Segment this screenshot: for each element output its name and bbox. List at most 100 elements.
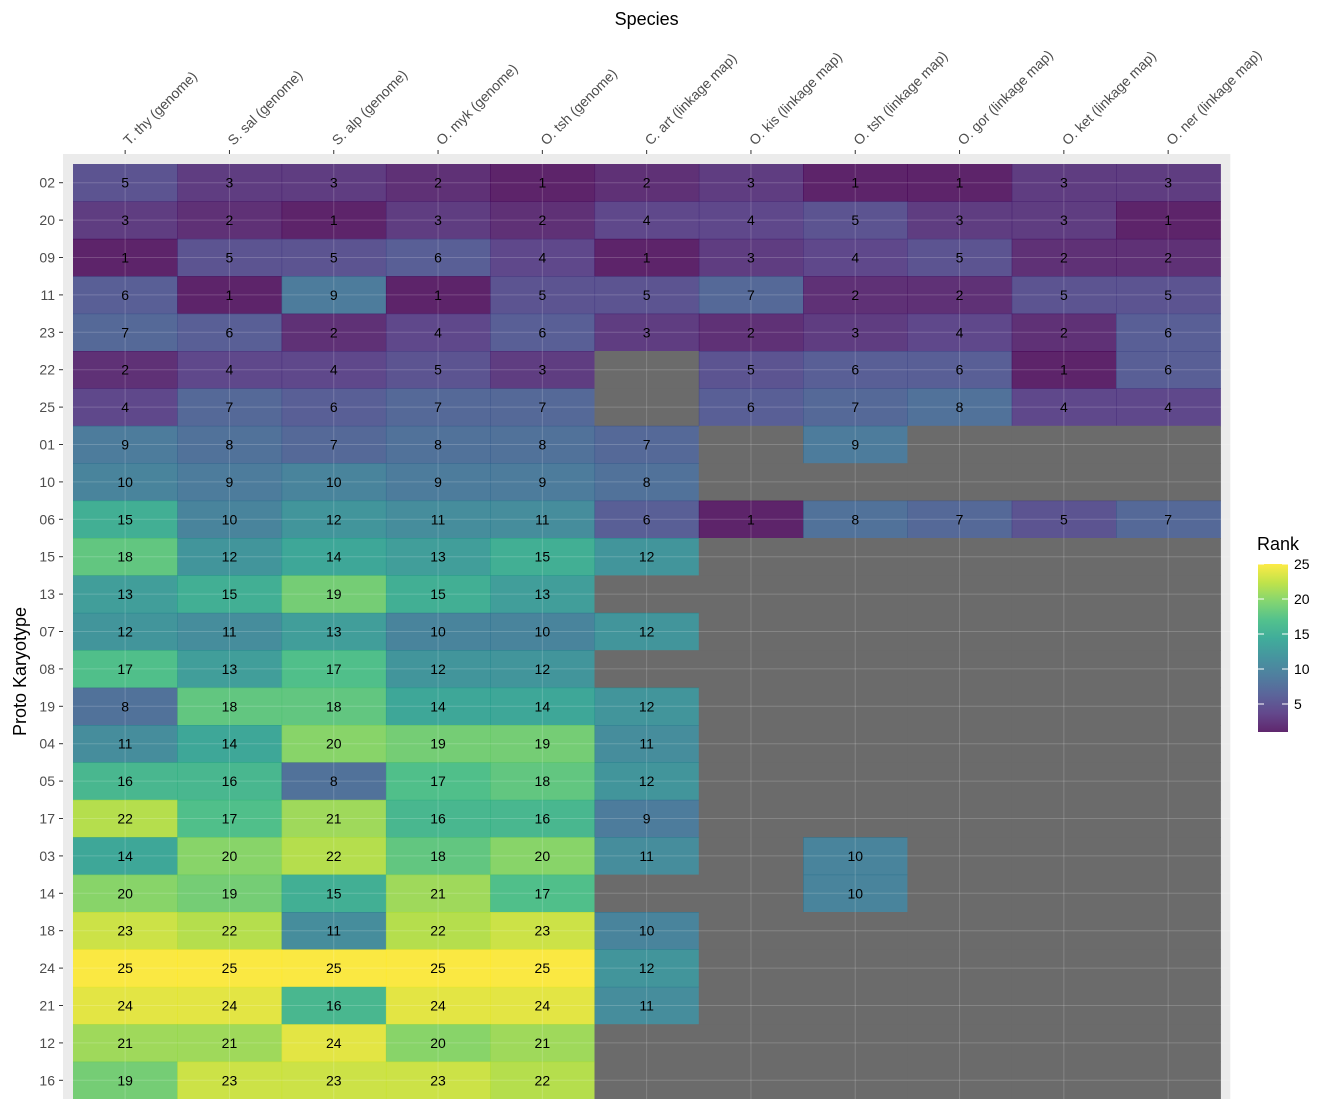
- cell-value-label: 6: [538, 324, 546, 340]
- heatmap-cell: [490, 575, 596, 614]
- heatmap-cell-missing: [698, 799, 804, 838]
- cell-value-label: 2: [226, 212, 234, 228]
- heatmap-cell: [803, 313, 908, 352]
- y-tick-label: 15: [39, 549, 55, 565]
- cell-value-label: 20: [326, 736, 342, 752]
- heatmap-cell-missing: [1116, 912, 1221, 950]
- heatmap-cell: [594, 425, 700, 464]
- heatmap-cell: [73, 164, 178, 202]
- heatmap-cell-missing: [907, 762, 1013, 801]
- cell-value-label: 5: [747, 362, 755, 378]
- heatmap-cell-missing: [1116, 1061, 1221, 1099]
- heatmap-cell: [385, 612, 491, 651]
- cell-value-label: 13: [430, 549, 446, 565]
- heatmap-cell: [281, 949, 387, 988]
- cell-value-label: 14: [430, 698, 446, 714]
- heatmap-cell: [803, 276, 908, 315]
- cell-value-label: 2: [747, 324, 755, 340]
- heatmap-cell: [594, 538, 700, 576]
- heatmap-cell: [73, 238, 178, 277]
- cell-value-label: 13: [117, 586, 133, 602]
- cell-value-label: 9: [851, 437, 859, 453]
- heatmap-cell: [1116, 164, 1221, 202]
- heatmap-cell: [177, 276, 283, 315]
- heatmap-cell-missing: [907, 949, 1013, 988]
- heatmap-cell: [73, 612, 178, 651]
- heatmap-cell-missing: [594, 351, 700, 389]
- cell-value-label: 25: [430, 960, 446, 976]
- heatmap-cell-missing: [1011, 912, 1117, 950]
- y-tick-label: 16: [39, 1072, 55, 1088]
- cell-value-label: 5: [1164, 287, 1172, 303]
- heatmap-cell: [907, 276, 1013, 315]
- cell-value-label: 19: [117, 1072, 133, 1088]
- heatmap-cell: [490, 1061, 596, 1099]
- heatmap-cell: [73, 575, 178, 614]
- heatmap-cell: [281, 425, 387, 464]
- heatmap-cell: [281, 575, 387, 614]
- cell-value-label: 1: [956, 175, 964, 191]
- cell-value-label: 21: [222, 1035, 238, 1051]
- cell-value-label: 6: [851, 362, 859, 378]
- cell-value-label: 4: [956, 324, 964, 340]
- heatmap-cell-missing: [698, 1024, 804, 1063]
- heatmap-cell: [177, 612, 283, 651]
- cell-value-label: 4: [1060, 399, 1068, 415]
- heatmap-cell-missing: [594, 650, 700, 689]
- heatmap-cell: [385, 575, 491, 614]
- cell-value-label: 21: [117, 1035, 133, 1051]
- heatmap-cell-missing: [594, 1061, 700, 1099]
- cell-value-label: 11: [222, 624, 237, 640]
- heatmap-cell: [73, 500, 178, 539]
- cell-value-label: 6: [330, 399, 338, 415]
- cell-value-label: 18: [326, 698, 342, 714]
- cell-value-label: 2: [538, 212, 546, 228]
- cell-value-label: 4: [1164, 399, 1172, 415]
- cell-value-label: 12: [222, 549, 238, 565]
- cell-value-label: 9: [121, 437, 129, 453]
- cell-value-label: 7: [434, 399, 442, 415]
- legend-colorbar: [1258, 564, 1288, 732]
- heatmap-cell: [177, 575, 283, 614]
- heatmap-cell: [907, 164, 1013, 202]
- heatmap-cell: [177, 874, 283, 913]
- cell-value-label: 3: [747, 175, 755, 191]
- heatmap-cell: [73, 912, 178, 950]
- cell-value-label: 15: [222, 586, 238, 602]
- cell-value-label: 3: [434, 212, 442, 228]
- cell-value-label: 25: [222, 960, 238, 976]
- cell-value-label: 9: [226, 474, 234, 490]
- heatmap-cell: [73, 463, 178, 502]
- heatmap-cell-missing: [1116, 538, 1221, 576]
- cell-value-label: 23: [222, 1072, 238, 1088]
- heatmap-cell: [490, 687, 596, 726]
- heatmap-cell-missing: [1116, 799, 1221, 838]
- heatmap-cell: [385, 276, 491, 315]
- heatmap-cell: [177, 949, 283, 988]
- cell-value-label: 14: [326, 549, 342, 565]
- heatmap-cell: [177, 425, 283, 464]
- cell-value-label: 8: [643, 474, 651, 490]
- y-tick-label: 19: [39, 698, 55, 714]
- heatmap-cell: [1116, 351, 1221, 389]
- y-tick-label: 06: [39, 511, 55, 527]
- heatmap-cell: [698, 238, 804, 277]
- heatmap-cell: [698, 388, 804, 427]
- cell-value-label: 16: [222, 773, 238, 789]
- cell-value-label: 3: [1164, 175, 1172, 191]
- heatmap-cell: [73, 313, 178, 352]
- heatmap-cell: [490, 538, 596, 576]
- cell-value-label: 3: [121, 212, 129, 228]
- cell-value-label: 12: [639, 624, 655, 640]
- heatmap-cell: [281, 837, 387, 876]
- heatmap-cell: [73, 986, 178, 1025]
- cell-value-label: 4: [434, 324, 442, 340]
- heatmap-cell: [490, 650, 596, 689]
- cell-value-label: 6: [747, 399, 755, 415]
- heatmap-cell-missing: [1011, 463, 1117, 502]
- cell-value-label: 17: [117, 661, 133, 677]
- legend-title: Rank: [1257, 534, 1300, 554]
- heatmap-cell-missing: [803, 799, 908, 838]
- heatmap-cell: [281, 388, 387, 427]
- heatmap-cell-missing: [907, 463, 1013, 502]
